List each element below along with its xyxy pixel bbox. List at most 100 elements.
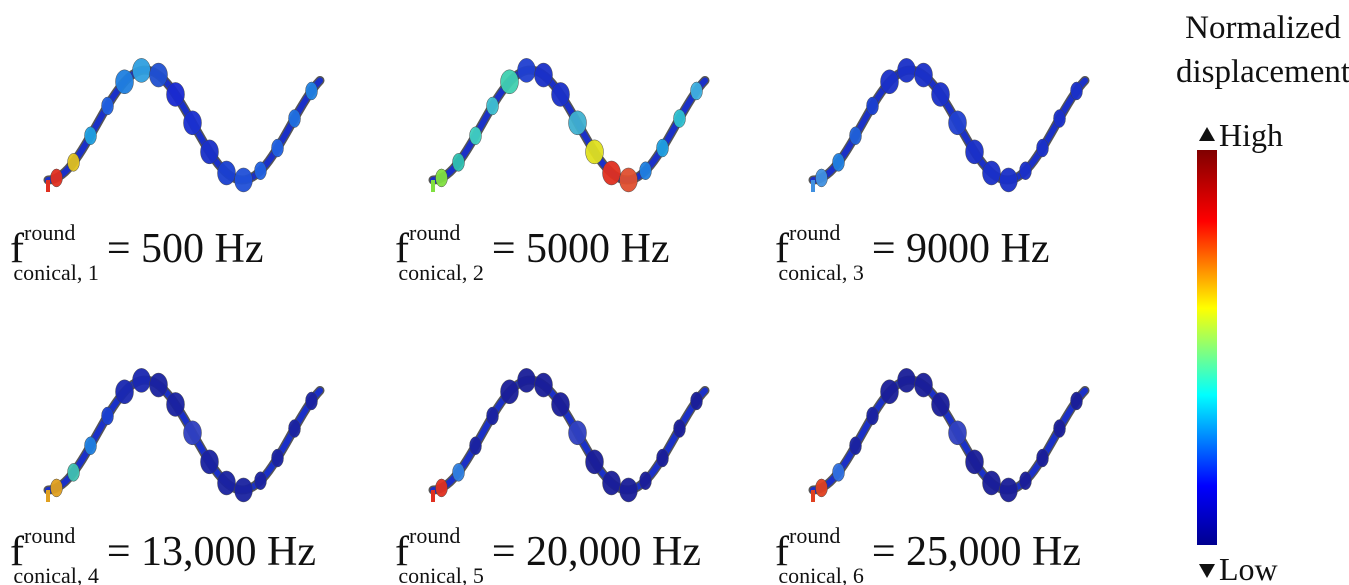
disc <box>453 463 465 481</box>
label-value: = 9000 Hz <box>872 226 1050 272</box>
disc <box>657 449 669 467</box>
disc <box>102 407 114 425</box>
disc <box>289 110 301 128</box>
label-value: = 13,000 Hz <box>107 529 316 575</box>
disc <box>569 111 587 135</box>
arrow-down <box>1199 564 1215 578</box>
disc <box>501 380 519 404</box>
disc <box>518 58 536 82</box>
disc <box>640 472 652 490</box>
disc <box>657 139 669 157</box>
disc <box>255 162 267 180</box>
label-value: = 500 Hz <box>107 226 264 272</box>
disc <box>691 392 703 410</box>
disc <box>915 373 933 397</box>
disc <box>915 63 933 87</box>
disc <box>150 63 168 87</box>
disc <box>1037 139 1049 157</box>
disc <box>167 82 185 106</box>
colorbar-title: Normalized <box>1185 10 1341 46</box>
disc <box>833 463 845 481</box>
disc <box>184 421 202 445</box>
disc <box>470 437 482 455</box>
disc <box>487 407 499 425</box>
label-subscript: conical, 3 <box>778 260 864 285</box>
disc <box>674 420 686 438</box>
disc <box>218 161 236 185</box>
disc <box>552 392 570 416</box>
disc <box>289 420 301 438</box>
disc <box>116 70 134 94</box>
disc <box>1020 162 1032 180</box>
disc <box>983 161 1001 185</box>
disc <box>535 63 553 87</box>
panels: froundconical, 1= 500 Hzfroundconical, 2… <box>10 58 1085 585</box>
disc <box>535 373 553 397</box>
arrow-up <box>1199 127 1215 141</box>
disc <box>272 139 284 157</box>
disc <box>235 478 253 502</box>
disc <box>1071 392 1083 410</box>
disc <box>85 437 97 455</box>
disc <box>1054 420 1066 438</box>
disc <box>167 392 185 416</box>
disc <box>949 421 967 445</box>
disc <box>116 380 134 404</box>
label-subscript: conical, 2 <box>398 260 484 285</box>
disc <box>620 168 638 192</box>
disc <box>85 127 97 145</box>
disc <box>68 463 80 481</box>
disc <box>501 70 519 94</box>
disc <box>674 110 686 128</box>
disc <box>850 437 862 455</box>
disc <box>932 82 950 106</box>
disc <box>150 373 168 397</box>
label-value: = 5000 Hz <box>492 226 670 272</box>
disc <box>949 111 967 135</box>
disc <box>586 450 604 474</box>
disc <box>68 153 80 171</box>
disc <box>603 471 621 495</box>
disc <box>133 58 151 82</box>
colorbar-low: Low <box>1219 551 1278 585</box>
disc <box>201 140 219 164</box>
disc <box>1000 478 1018 502</box>
disc <box>898 368 916 392</box>
disc <box>816 479 828 497</box>
label-subscript: conical, 1 <box>13 260 99 285</box>
disc <box>603 161 621 185</box>
disc <box>833 153 845 171</box>
colorbar <box>1197 150 1217 545</box>
disc <box>272 449 284 467</box>
label-value: = 25,000 Hz <box>872 529 1081 575</box>
disc <box>569 421 587 445</box>
label-value: = 20,000 Hz <box>492 529 701 575</box>
disc <box>850 127 862 145</box>
disc <box>453 153 465 171</box>
panel: froundconical, 6= 25,000 Hz <box>775 368 1085 585</box>
disc <box>436 169 448 187</box>
disc <box>552 82 570 106</box>
disc <box>436 479 448 497</box>
disc <box>620 478 638 502</box>
disc <box>487 97 499 115</box>
disc <box>983 471 1001 495</box>
disc <box>218 471 236 495</box>
label-subscript: conical, 5 <box>398 563 484 585</box>
disc <box>1000 168 1018 192</box>
disc <box>691 82 703 100</box>
disc <box>1054 110 1066 128</box>
disc <box>518 368 536 392</box>
colorbar-high: High <box>1219 117 1283 153</box>
label-subscript: conical, 4 <box>13 563 99 585</box>
label-superscript: round <box>789 220 840 245</box>
disc <box>201 450 219 474</box>
label-superscript: round <box>409 523 460 548</box>
